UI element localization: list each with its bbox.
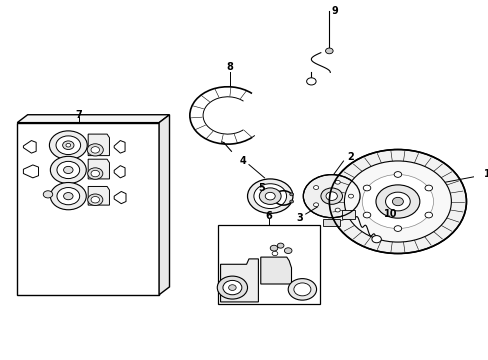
Circle shape bbox=[228, 285, 236, 291]
Circle shape bbox=[325, 48, 332, 54]
Circle shape bbox=[328, 149, 466, 253]
Circle shape bbox=[393, 226, 401, 231]
Circle shape bbox=[87, 194, 102, 206]
Polygon shape bbox=[159, 115, 169, 295]
Circle shape bbox=[363, 212, 370, 218]
Circle shape bbox=[375, 185, 419, 218]
Circle shape bbox=[385, 192, 409, 211]
Text: 6: 6 bbox=[265, 211, 272, 221]
Text: 7: 7 bbox=[75, 111, 82, 121]
Circle shape bbox=[87, 144, 103, 156]
Circle shape bbox=[391, 197, 403, 206]
Circle shape bbox=[57, 161, 80, 179]
Text: 1: 1 bbox=[484, 170, 488, 180]
Circle shape bbox=[424, 185, 432, 191]
Circle shape bbox=[50, 156, 86, 184]
Circle shape bbox=[91, 147, 100, 153]
Circle shape bbox=[49, 131, 87, 159]
Circle shape bbox=[393, 172, 401, 177]
Polygon shape bbox=[17, 115, 169, 123]
Circle shape bbox=[57, 188, 80, 205]
Text: 2: 2 bbox=[346, 152, 353, 162]
Polygon shape bbox=[220, 259, 258, 302]
Circle shape bbox=[293, 283, 310, 296]
Circle shape bbox=[247, 179, 292, 213]
Circle shape bbox=[424, 212, 432, 218]
Circle shape bbox=[264, 192, 275, 200]
Circle shape bbox=[306, 78, 315, 85]
Text: 4: 4 bbox=[239, 156, 245, 166]
Polygon shape bbox=[17, 123, 159, 295]
Polygon shape bbox=[88, 159, 109, 179]
Circle shape bbox=[91, 197, 100, 203]
Circle shape bbox=[313, 203, 318, 207]
Polygon shape bbox=[323, 220, 340, 226]
Bar bbox=[218, 225, 319, 304]
Polygon shape bbox=[342, 211, 355, 220]
Circle shape bbox=[334, 180, 340, 184]
Circle shape bbox=[325, 192, 337, 201]
Circle shape bbox=[334, 208, 340, 212]
Circle shape bbox=[371, 235, 381, 243]
Polygon shape bbox=[88, 134, 109, 156]
Circle shape bbox=[363, 185, 370, 191]
Circle shape bbox=[63, 193, 73, 200]
Circle shape bbox=[62, 141, 74, 149]
Circle shape bbox=[66, 143, 71, 147]
Polygon shape bbox=[88, 186, 109, 205]
Circle shape bbox=[348, 194, 353, 198]
Circle shape bbox=[271, 251, 277, 256]
Circle shape bbox=[217, 276, 247, 299]
Text: 9: 9 bbox=[331, 6, 338, 17]
Circle shape bbox=[87, 168, 102, 179]
Circle shape bbox=[56, 136, 81, 154]
Text: 3: 3 bbox=[296, 213, 302, 222]
Circle shape bbox=[259, 188, 281, 204]
Circle shape bbox=[289, 200, 293, 203]
Circle shape bbox=[270, 245, 277, 251]
Circle shape bbox=[253, 184, 286, 208]
Circle shape bbox=[287, 279, 316, 300]
Text: 10: 10 bbox=[383, 209, 397, 219]
Text: 8: 8 bbox=[226, 62, 233, 72]
Circle shape bbox=[63, 166, 73, 174]
Circle shape bbox=[362, 175, 433, 229]
Circle shape bbox=[223, 280, 242, 295]
Circle shape bbox=[277, 243, 284, 248]
Circle shape bbox=[43, 191, 53, 198]
Circle shape bbox=[91, 170, 100, 177]
Circle shape bbox=[289, 193, 293, 196]
Circle shape bbox=[50, 183, 86, 210]
Polygon shape bbox=[260, 257, 291, 284]
Circle shape bbox=[320, 188, 342, 204]
Circle shape bbox=[313, 186, 318, 189]
Circle shape bbox=[303, 175, 359, 218]
Circle shape bbox=[344, 161, 450, 242]
Circle shape bbox=[284, 248, 291, 253]
Text: 5: 5 bbox=[258, 183, 264, 193]
